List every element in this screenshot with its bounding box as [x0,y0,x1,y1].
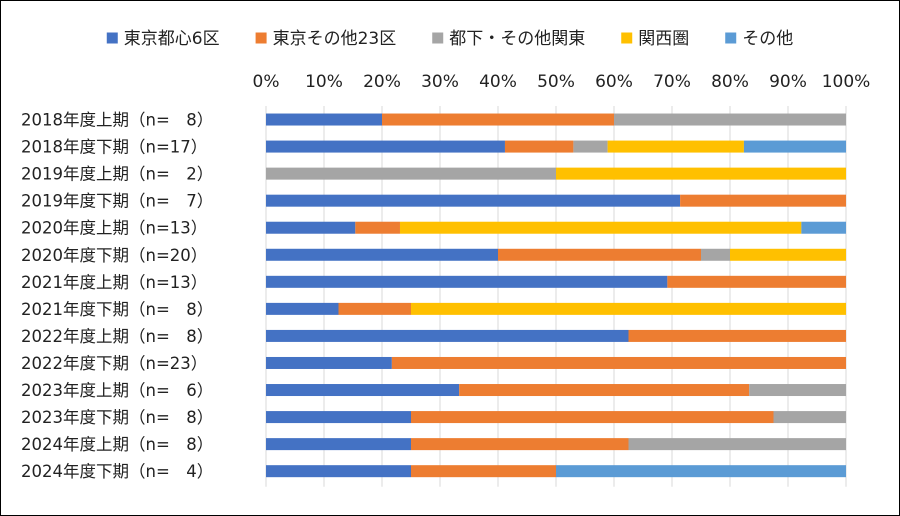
legend-label: その他 [742,29,793,49]
bar-segment-3 [573,140,608,153]
category-label: 2018年度下期（n=17） [21,138,207,157]
x-tick-label: 40% [479,72,517,92]
legend-swatch [725,32,737,44]
category-label: 2023年度下期（n= 8） [21,408,213,427]
x-tick-label: 50% [537,72,575,92]
category-label: 2024年度下期（n= 4） [21,462,213,481]
bar-segment-5 [556,465,846,478]
bar-segment-4 [607,140,744,153]
legend-label: 都下・その他関東 [449,29,585,49]
bar-segment-3 [614,113,846,126]
bar-segment-2 [391,356,846,369]
bar-segment-2 [411,438,629,451]
x-tick-label: 10% [305,72,343,92]
category-label: 2019年度上期（n= 2） [21,165,213,184]
bar-segment-1 [266,221,356,234]
bar-segment-1 [266,329,629,342]
bar-segment-3 [266,167,556,180]
category-label: 2020年度下期（n=20） [21,246,207,265]
category-label: 2021年度上期（n=13） [21,273,207,292]
bar-segment-2 [355,221,400,234]
bar-segment-2 [338,302,411,315]
bar-segment-1 [266,356,392,369]
bar-segment-4 [399,221,802,234]
bar-segment-2 [459,384,750,397]
bar-segment-5 [801,221,846,234]
bar-segment-2 [411,465,556,478]
bar-segment-4 [411,302,846,315]
x-tick-label: 70% [653,72,691,92]
category-label: 2022年度上期（n= 8） [21,327,213,346]
legend-swatch [432,32,444,44]
bar-segment-1 [266,411,411,424]
bar-segment-2 [382,113,614,126]
category-label: 2023年度上期（n= 6） [21,381,213,400]
bar-segment-1 [266,140,505,153]
bar-segment-4 [556,167,846,180]
legend-swatch [106,32,118,44]
bar-segment-5 [743,140,846,153]
bar-segment-1 [266,275,668,288]
bar-segment-1 [266,113,382,126]
bar-segment-1 [266,248,498,261]
category-label: 2020年度上期（n=13） [21,219,207,238]
category-label: 2021年度下期（n= 8） [21,300,213,319]
bar-segment-3 [749,384,846,397]
category-label: 2019年度下期（n= 7） [21,192,213,211]
bar-segment-3 [628,438,846,451]
x-tick-label: 0% [253,72,280,92]
bar-segment-1 [266,384,460,397]
bar-segment-1 [266,438,411,451]
legend-swatch [621,32,633,44]
legend-label: 東京その他23区 [273,29,397,49]
bar-segment-3 [701,248,730,261]
legend-swatch [255,32,267,44]
bar-segment-2 [504,140,574,153]
x-tick-label: 80% [711,72,749,92]
bar-segment-1 [266,194,681,207]
bar-segment-2 [411,411,774,424]
legend-label: 関西圏 [638,29,689,49]
x-tick-label: 30% [421,72,459,92]
bar-segment-1 [266,302,339,315]
bar-segment-2 [498,248,701,261]
bar-segment-1 [266,465,411,478]
x-tick-label: 90% [769,72,807,92]
bar-segment-2 [667,275,846,288]
bar-segment-2 [628,329,846,342]
bar-segment-3 [773,411,846,424]
category-label: 2022年度下期（n=23） [21,354,207,373]
x-tick-label: 60% [595,72,633,92]
x-tick-label: 20% [363,72,401,92]
bar-segment-4 [730,248,846,261]
legend-label: 東京都心6区 [124,29,220,49]
bar-segment-2 [680,194,846,207]
x-tick-label: 100% [822,72,871,92]
category-label: 2018年度上期（n= 8） [21,111,213,130]
category-label: 2024年度上期（n= 8） [21,435,213,454]
